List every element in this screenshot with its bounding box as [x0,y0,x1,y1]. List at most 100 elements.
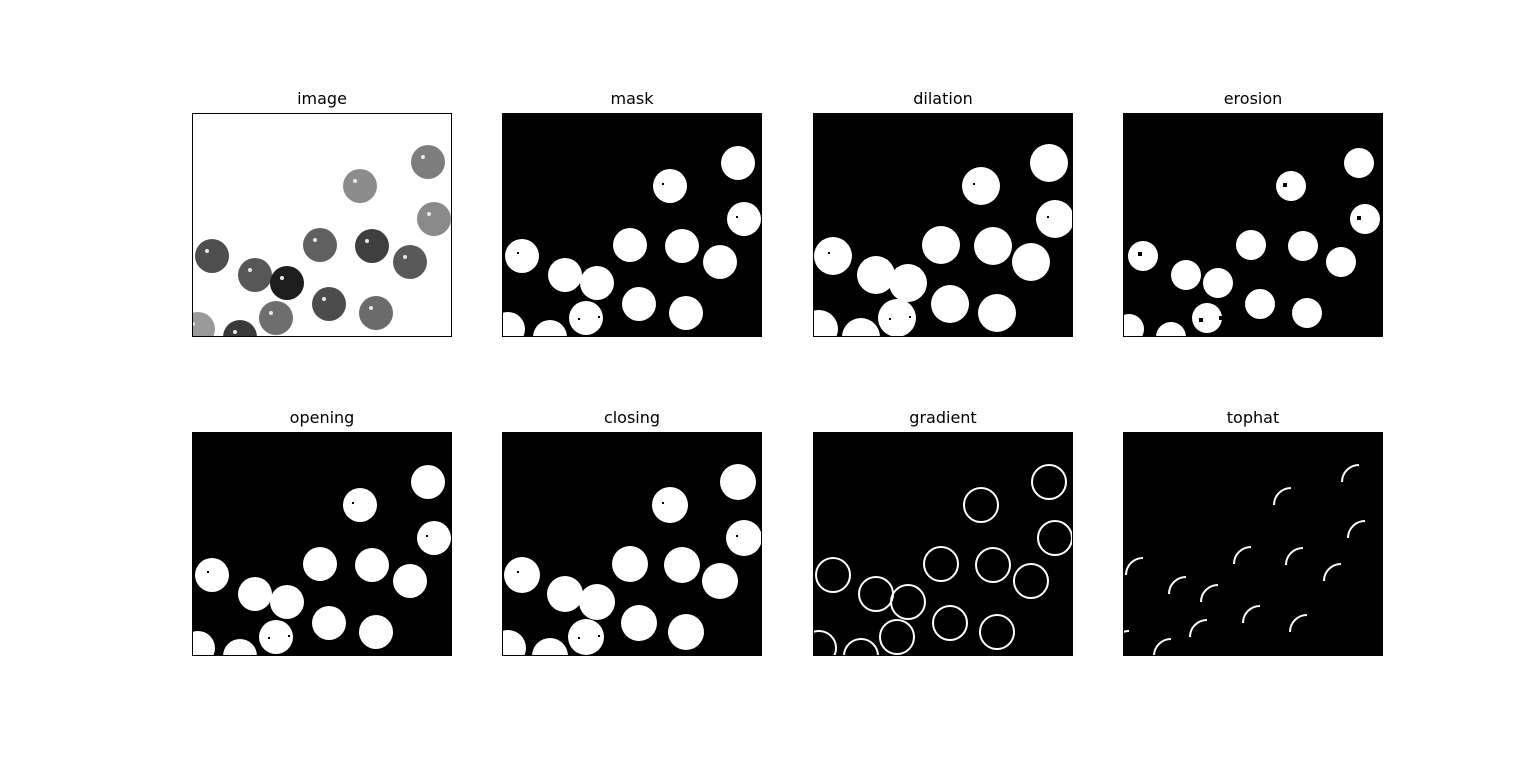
sphere-highlight [248,268,252,272]
blob [703,245,737,279]
panel-frame [502,113,762,337]
blob [1344,148,1374,178]
blob [720,464,756,500]
blob [974,227,1012,265]
sphere [303,228,337,262]
blob [889,264,927,302]
blob [1012,243,1050,281]
erosion-figure [1123,113,1383,337]
blob [504,557,540,593]
speck [1219,316,1223,320]
blob [259,620,293,654]
blob-edge [1200,584,1219,603]
blob [1236,230,1266,260]
speck [662,183,664,185]
speck [578,318,580,320]
mask-background [813,432,1073,656]
blob [579,584,615,620]
speck [662,502,664,504]
blob-edge [879,619,915,655]
blob [1288,231,1318,261]
mask-background [1123,432,1383,656]
blob [962,167,1000,205]
blob [355,548,389,582]
blob-edge [890,584,926,620]
speck [288,635,290,637]
blob [613,228,647,262]
speck [909,316,911,318]
blob-edge [1031,464,1067,500]
blob [1276,171,1306,201]
speck [736,535,738,537]
blob-edge [932,605,968,641]
blob [665,229,699,263]
blob-edge [815,557,851,593]
speck [598,316,600,318]
panel-title: erosion [1223,89,1283,108]
sphere [238,258,272,292]
speck [1357,216,1361,220]
blob-edge [1189,619,1208,638]
blob [505,239,539,273]
blob [622,287,656,321]
speck [598,635,600,637]
blob [548,258,582,292]
blob [411,465,445,499]
speck [207,571,209,573]
panel-title: mask [610,89,654,108]
tophat-figure [1123,432,1383,656]
sphere-highlight [353,179,357,183]
image-figure [192,113,452,337]
blob [814,237,852,275]
blob [195,558,229,592]
panel-frame [813,113,1073,337]
blob [1128,241,1158,271]
panel-frame [1123,113,1383,337]
blob [664,547,700,583]
blob-edge [979,614,1015,650]
blob [502,312,525,337]
sphere-highlight [427,212,431,216]
speck [1283,183,1287,187]
blob-edge [1285,547,1304,566]
blob-edge [1347,520,1366,539]
blob-edge [1168,576,1187,595]
sphere-highlight [369,306,373,310]
sphere [359,296,393,330]
blob [857,256,895,294]
blob-edge [1242,605,1261,624]
speck [517,571,519,573]
mask-figure [502,113,762,337]
blob [1350,204,1380,234]
blob [1156,322,1186,337]
blob [238,577,272,611]
blob-edge [1273,487,1292,506]
blob [842,318,880,337]
sphere [417,202,451,236]
blob [1192,303,1222,333]
blob [878,299,916,337]
blob [223,639,257,656]
speck [426,535,428,537]
opening-figure [192,432,452,656]
panel-title: opening [289,408,355,427]
blob [978,294,1016,332]
panel-title: tophat [1226,408,1280,427]
panel-frame [813,432,1073,656]
blob-edge [963,487,999,523]
panel-title: gradient [909,408,977,427]
sphere [223,320,257,337]
speck [736,216,738,218]
blob [931,285,969,323]
sphere [343,169,377,203]
sphere [312,287,346,321]
blob-edge [1125,557,1144,576]
sphere [195,239,229,273]
sphere-highlight [205,249,209,253]
blob-edge [1289,614,1308,633]
blob [568,619,604,655]
blob [580,266,614,300]
blob-edge [1341,464,1360,483]
blob [312,606,346,640]
blob [192,631,215,656]
